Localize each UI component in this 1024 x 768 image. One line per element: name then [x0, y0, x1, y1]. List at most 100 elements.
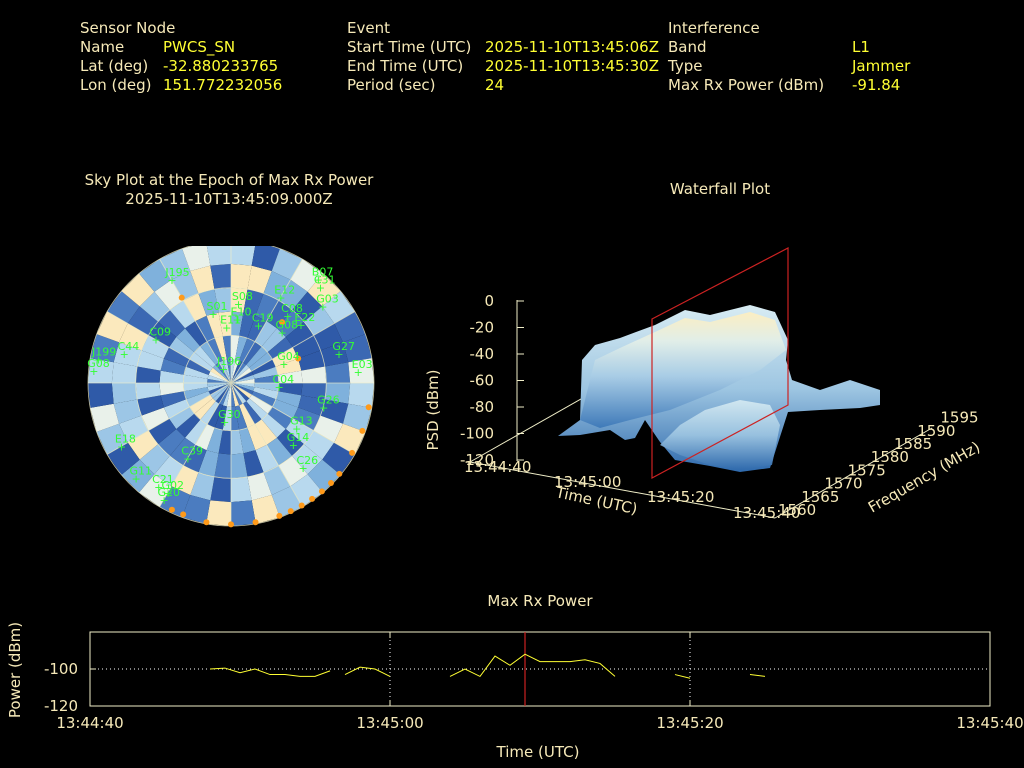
sky-cell — [242, 341, 262, 365]
satellite-label: C09 — [149, 325, 171, 338]
satellite-marker: +E10 — [231, 306, 252, 327]
sky-cell — [189, 394, 213, 414]
sky-cell — [107, 291, 140, 324]
satellite-plus: + — [296, 319, 305, 332]
sky-cell — [160, 358, 187, 375]
sky-cell — [322, 291, 355, 324]
name-value: PWCS_SN — [163, 38, 236, 56]
sky-cell — [243, 450, 264, 477]
sky-cell — [215, 383, 231, 404]
satellite-marker: +G04 — [277, 350, 300, 371]
satellite-plus: + — [274, 381, 283, 394]
sky-cell — [169, 300, 196, 329]
lon-value: 151.772232056 — [163, 76, 283, 94]
sky-plot: +J195+B07+C31+E12+G03+S08+S01+E10 +C08+E1… — [87, 246, 375, 528]
sky-cell — [301, 366, 327, 383]
satellite-marker: +C44 — [118, 340, 140, 361]
maxrx-series-line — [209, 667, 331, 677]
waterfall-time-cursor — [651, 247, 789, 480]
sky-cell — [176, 328, 201, 353]
satellite-marker: +J199 — [91, 346, 116, 367]
sky-cell — [267, 406, 293, 429]
type-value: Jammer — [852, 57, 911, 75]
sky-cell — [222, 406, 231, 431]
sky-cell — [263, 271, 291, 301]
lon-label: Lon (deg) — [80, 76, 152, 94]
start-label: Start Time (UTC) — [347, 38, 472, 56]
satellite-marker: +J196 — [216, 355, 241, 376]
sky-cell — [348, 383, 374, 408]
sky-cell — [226, 383, 231, 407]
sky-cell — [200, 401, 220, 425]
sky-cell — [157, 428, 186, 457]
event-heading: Event — [347, 19, 390, 37]
sky-cell — [194, 346, 216, 368]
sky-cell — [307, 273, 341, 307]
sky-cell — [247, 315, 267, 342]
satellite-marker: +E12 — [274, 284, 295, 305]
satellite-label: J196 — [216, 355, 241, 368]
sky-cell — [285, 418, 314, 445]
sky-cell — [214, 336, 227, 361]
satellite-label: C08 — [281, 302, 303, 315]
satellite-marker: +G30 — [218, 408, 241, 429]
satellite-plus: + — [283, 310, 292, 323]
sensor-name-row: Name PWCS_SN — [80, 38, 340, 57]
sky-cell — [231, 383, 236, 407]
sky-cell — [239, 338, 255, 363]
sky-cell — [324, 362, 351, 383]
sky-cell — [139, 474, 172, 507]
satellite-plus: + — [167, 274, 176, 287]
sky-cell — [169, 406, 195, 429]
satellite-label: G08 — [87, 357, 110, 370]
satellite-label: B07 — [312, 266, 334, 279]
sky-cell — [185, 321, 208, 347]
maxrx-label: Max Rx Power (dBm) — [668, 76, 825, 94]
sky-cell — [160, 391, 187, 408]
sky-cell — [276, 428, 305, 457]
sensor-node-panel: Sensor Node Name PWCS_SN Lat (deg) -32.880… — [80, 19, 340, 95]
sky-cell — [231, 311, 244, 337]
sky-cell — [285, 321, 314, 348]
waterfall-xtick: 13:44:40 — [464, 458, 531, 476]
interference-point — [168, 506, 175, 513]
sky-cell — [154, 456, 184, 487]
sky-cell — [183, 374, 208, 383]
sky-cell — [290, 474, 323, 507]
satellite-plus: + — [319, 402, 328, 415]
sky-cell — [206, 312, 223, 339]
satellite-marker: +G08 — [87, 357, 110, 378]
waterfall-ztick: -120 — [460, 451, 494, 469]
waterfall-ztick: 0 — [484, 292, 494, 310]
sky-cell — [231, 374, 255, 383]
sky-cell — [157, 309, 186, 338]
sky-cell — [200, 341, 220, 365]
waterfall-title: Waterfall Plot — [669, 180, 771, 198]
name-label: Name — [80, 38, 125, 56]
lat-label: Lat (deg) — [80, 57, 149, 75]
sky-cell — [231, 367, 252, 383]
sky-cell — [324, 383, 351, 404]
satellite-marker: +E03 — [352, 358, 373, 379]
waterfall-xtick: 13:45:20 — [647, 488, 714, 506]
satellite-label: C21 — [152, 473, 174, 486]
satellite-marker: +E22 — [294, 311, 315, 332]
sky-cell — [127, 306, 158, 336]
satellite-label: C44 — [118, 340, 140, 353]
sky-cell — [298, 350, 325, 371]
sky-cell — [278, 456, 308, 487]
sky-cell — [251, 246, 280, 272]
sky-cell — [231, 429, 244, 455]
sky-cell — [242, 401, 262, 425]
sky-cell — [231, 406, 240, 431]
sky-cell — [154, 279, 184, 310]
start-value: 2025-11-10T13:45:06Z — [485, 38, 659, 56]
satellite-label: G08 — [276, 318, 299, 331]
interference-point — [318, 488, 325, 495]
sky-cell — [231, 362, 247, 383]
sky-cell — [88, 358, 114, 383]
maxrx-series-line — [674, 674, 691, 679]
sky-cell — [169, 437, 196, 466]
sky-cell — [247, 424, 267, 451]
sky-cell — [322, 442, 355, 475]
